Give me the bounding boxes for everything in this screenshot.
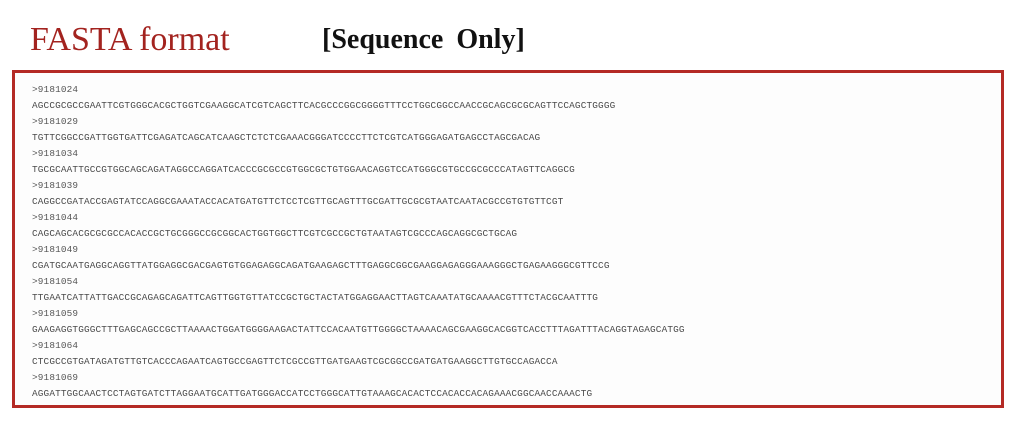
fasta-record-header: >9181029 <box>32 116 79 127</box>
fasta-record-sequence: AGGATTGGCAACTCCTAGTGATCTTAGGAATGCATTGATG… <box>32 388 593 399</box>
fasta-record-header: >9181064 <box>32 340 79 351</box>
fasta-record-sequence: AGCCGCGCCGAATTCGTGGGCACGCTGGTCGAAGGCATCG… <box>32 100 616 111</box>
fasta-record-sequence: TGTTCGGCCGATTGGTGATTCGAGATCAGCATCAAGCTCT… <box>32 132 541 143</box>
fasta-record: >9181049 CGATGCAATGAGGCAGGTTATGGAGGCGACG… <box>32 242 1001 274</box>
fasta-record: >9181029 TGTTCGGCCGATTGGTGATTCGAGATCAGCA… <box>32 114 1001 146</box>
fasta-record-header: >9181049 <box>32 244 79 255</box>
fasta-record-sequence: CAGCAGCACGCGCGCCACACCGCTGCGGGCCGCGGCACTG… <box>32 228 518 239</box>
fasta-record-header: >9181024 <box>32 84 79 95</box>
fasta-record: >9181059 GAAGAGGTGGGCTTTGAGCAGCCGCTTAAAA… <box>32 306 1001 338</box>
fasta-record: >9181069 AGGATTGGCAACTCCTAGTGATCTTAGGAAT… <box>32 370 1001 402</box>
fasta-record-sequence: TTGAATCATTATTGACCGCAGAGCAGATTCAGTTGGTGTT… <box>32 292 599 303</box>
fasta-record: >9181064 CTCGCCGTGATAGATGTTGTCACCCAGAATC… <box>32 338 1001 370</box>
fasta-record: >9181034 TGCGCAATTGCCGTGGCAGCAGATAGGCCAG… <box>32 146 1001 178</box>
fasta-record-header: >9181059 <box>32 308 79 319</box>
fasta-record: >9181044 CAGCAGCACGCGCGCCACACCGCTGCGGGCC… <box>32 210 1001 242</box>
fasta-sequence-box: >9181024 AGCCGCGCCGAATTCGTGGGCACGCTGGTCG… <box>12 70 1004 408</box>
fasta-record-header: >9181039 <box>32 180 79 191</box>
page-title: FASTA format <box>30 21 230 58</box>
fasta-record-sequence: GAAGAGGTGGGCTTTGAGCAGCCGCTTAAAACTGGATGGG… <box>32 324 685 335</box>
fasta-record-header: >9181054 <box>32 276 79 287</box>
fasta-record-header: >9181069 <box>32 372 79 383</box>
fasta-record-header: >9181034 <box>32 148 79 159</box>
header: FASTA format <box>30 18 230 62</box>
fasta-record-sequence: CGATGCAATGAGGCAGGTTATGGAGGCGACGAGTGTGGAG… <box>32 260 610 271</box>
fasta-record: >9181054 TTGAATCATTATTGACCGCAGAGCAGATTCA… <box>32 274 1001 306</box>
fasta-record: >9181024 AGCCGCGCCGAATTCGTGGGCACGCTGGTCG… <box>32 82 1001 114</box>
fasta-record: >9181039 CAGGCCGATACCGAGTATCCAGGCGAAATAC… <box>32 178 1001 210</box>
fasta-record-sequence: CTCGCCGTGATAGATGTTGTCACCCAGAATCAGTGCCGAG… <box>32 356 558 367</box>
fasta-record-header: >9181044 <box>32 212 79 223</box>
page-subtitle: [Sequence Only] <box>322 24 525 55</box>
fasta-record-sequence: TGCGCAATTGCCGTGGCAGCAGATAGGCCAGGATCACCCG… <box>32 164 575 175</box>
fasta-record-sequence: CAGGCCGATACCGAGTATCCAGGCGAAATACCACATGATG… <box>32 196 564 207</box>
